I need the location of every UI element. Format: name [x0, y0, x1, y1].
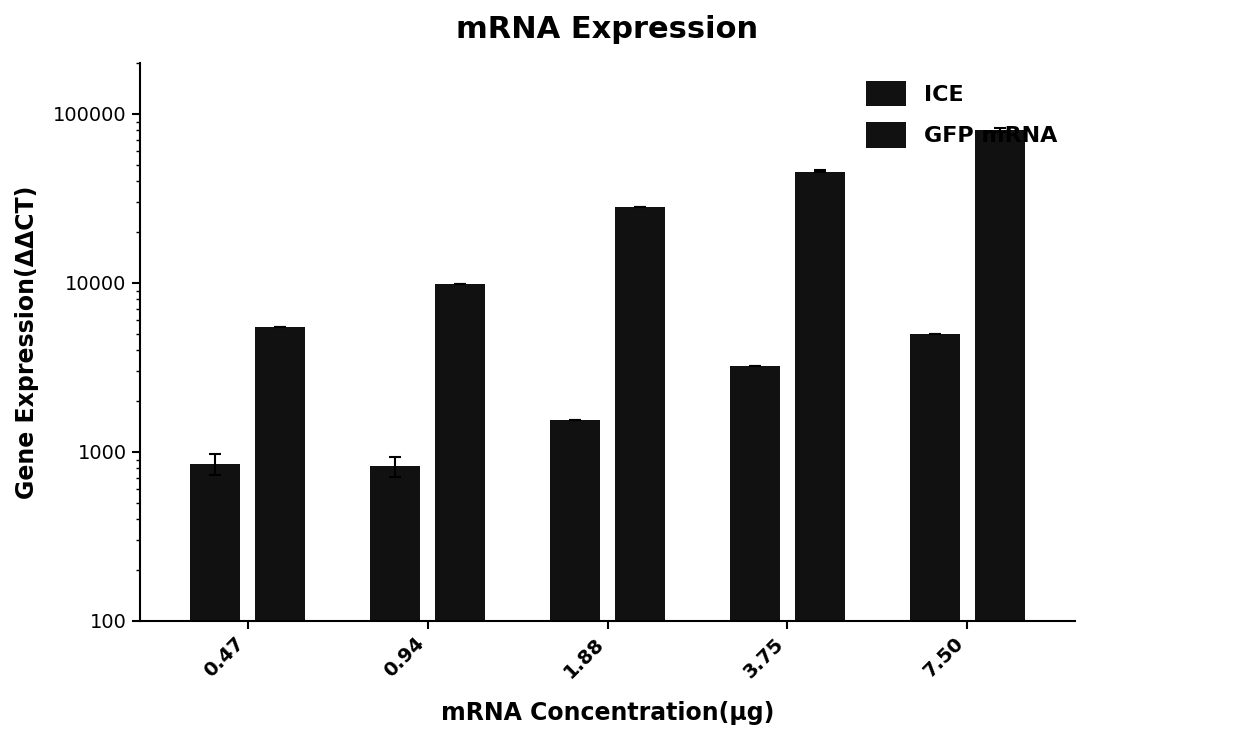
Bar	[615, 207, 665, 740]
Title: mRNA Expression: mRNA Expression	[456, 15, 758, 44]
Bar	[190, 464, 240, 740]
Bar	[730, 366, 781, 740]
Bar	[370, 466, 420, 740]
Bar	[255, 327, 305, 740]
Bar	[435, 284, 486, 740]
Bar	[909, 334, 960, 740]
Bar	[975, 130, 1025, 740]
Bar	[550, 420, 601, 740]
Legend: ICE, GFP mRNA: ICE, GFP mRNA	[860, 74, 1064, 155]
X-axis label: mRNA Concentration(μg): mRNA Concentration(μg)	[441, 701, 774, 725]
Bar	[794, 172, 845, 740]
Y-axis label: Gene Expression(ΔΔCT): Gene Expression(ΔΔCT)	[15, 185, 38, 499]
